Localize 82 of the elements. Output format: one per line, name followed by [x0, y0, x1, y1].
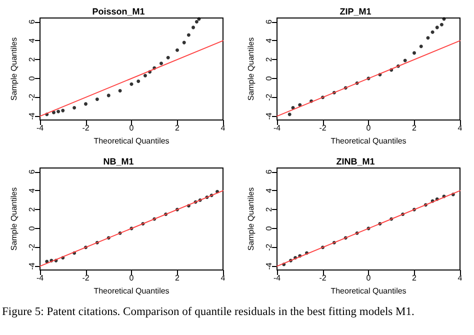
- x-tick-label: -4: [36, 274, 44, 282]
- x-tick-label: -2: [82, 274, 90, 282]
- y-tick-label: 4: [28, 188, 36, 193]
- x-tick-label: 0: [366, 274, 372, 282]
- point: [419, 44, 423, 48]
- x-axis-title: Theoretical Quantiles: [330, 136, 406, 146]
- point: [61, 108, 65, 112]
- y-tick-label: -2: [28, 243, 36, 251]
- x-tick-label: -4: [273, 274, 282, 282]
- y-tick-label: 2: [28, 56, 36, 62]
- point: [288, 112, 292, 116]
- y-tick-label: -4: [28, 262, 36, 270]
- y-tick-label: -2: [28, 93, 36, 101]
- point: [412, 51, 416, 55]
- point: [192, 26, 196, 30]
- x-tick-label: -2: [319, 124, 327, 132]
- y-tick-label: 0: [264, 226, 274, 231]
- y-tick-label: 6: [264, 169, 274, 174]
- point: [106, 94, 110, 98]
- y-tick-label: -4: [28, 112, 36, 120]
- point: [176, 48, 179, 52]
- y-tick-label: -4: [264, 112, 274, 120]
- x-tick-label: 2: [412, 274, 418, 282]
- y-axis-title: Sample Quantiles: [246, 37, 256, 101]
- y-tick-label: 0: [28, 76, 36, 81]
- caption: Figure 5: Patent citations. Comparison of quantile residuals in the best fitting models M1.: [1, 306, 416, 318]
- y-tick-label: 4: [264, 38, 274, 43]
- point: [136, 80, 140, 84]
- point: [430, 30, 434, 34]
- y-tick-label: 0: [264, 76, 274, 81]
- y-tick-label: -2: [264, 243, 274, 251]
- y-tick-label: -2: [264, 93, 274, 101]
- point: [143, 74, 147, 78]
- y-tick-label: 2: [264, 56, 274, 62]
- x-tick-label: 4: [220, 124, 226, 132]
- y-tick-label: 6: [28, 19, 36, 24]
- x-tick-label: -2: [319, 274, 327, 282]
- chart-title: NB_M1: [103, 156, 134, 166]
- x-tick-label: 2: [175, 124, 180, 132]
- point: [186, 33, 190, 37]
- point: [194, 20, 198, 24]
- chart-title: ZINB_M1: [336, 156, 375, 166]
- x-tick-label: -4: [36, 124, 44, 132]
- point: [84, 102, 88, 106]
- point: [118, 88, 122, 92]
- point: [166, 56, 170, 60]
- x-tick-label: 2: [412, 124, 418, 132]
- point: [159, 62, 163, 66]
- point: [403, 58, 407, 62]
- chart-title: Poisson_M1: [92, 6, 145, 16]
- y-tick-label: -4: [264, 262, 274, 270]
- y-tick-label: 6: [28, 169, 36, 174]
- y-axis-title: Sample Quantiles: [10, 187, 18, 251]
- y-tick-label: 4: [264, 188, 274, 193]
- x-tick-label: 0: [366, 124, 372, 132]
- y-axis-title: Sample Quantiles: [246, 187, 256, 251]
- x-tick-label: 4: [458, 124, 463, 132]
- point: [182, 40, 186, 44]
- y-tick-label: 0: [28, 226, 36, 231]
- point: [130, 82, 134, 86]
- y-axis-title: Sample Quantiles: [10, 37, 18, 101]
- chart-title: ZIP_M1: [340, 6, 372, 16]
- y-tick-label: 6: [264, 19, 274, 24]
- x-tick-label: 4: [220, 274, 226, 282]
- x-tick-label: -2: [82, 124, 90, 132]
- x-axis-title: Theoretical Quantiles: [94, 136, 170, 146]
- x-axis-title: Theoretical Quantiles: [94, 286, 170, 296]
- point: [95, 97, 99, 101]
- y-tick-label: 4: [28, 38, 36, 43]
- point: [440, 22, 444, 26]
- x-tick-label: 2: [175, 274, 180, 282]
- point: [426, 36, 430, 40]
- point: [72, 106, 76, 110]
- x-tick-label: 0: [129, 124, 134, 132]
- y-tick-label: 2: [264, 206, 274, 212]
- x-tick-label: -4: [273, 124, 282, 132]
- y-tick-label: 2: [28, 206, 36, 212]
- point: [435, 26, 439, 30]
- x-tick-label: 0: [129, 274, 134, 282]
- x-tick-label: 4: [458, 274, 463, 282]
- point: [56, 110, 60, 114]
- x-axis-title: Theoretical Quantiles: [330, 286, 406, 296]
